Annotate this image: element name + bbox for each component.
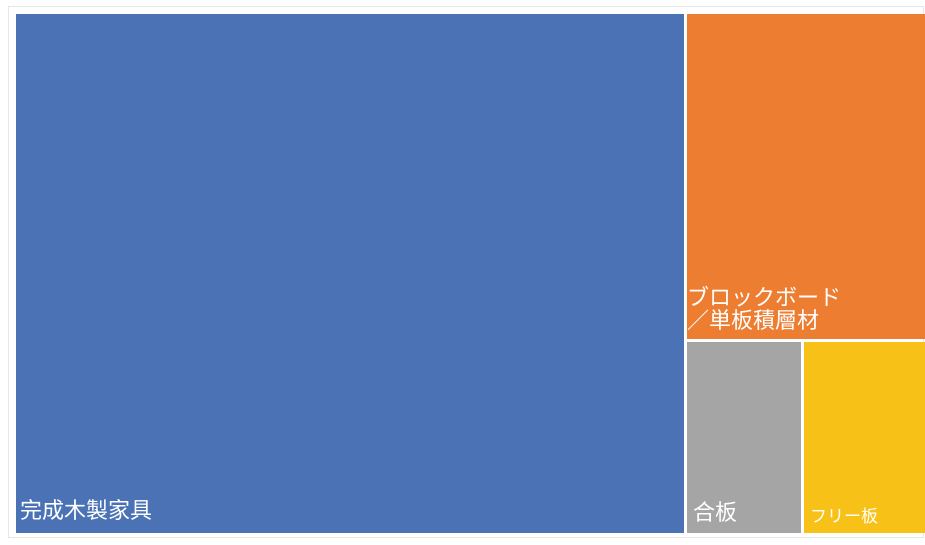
tile-kansei-mokusei-kagu: 完成木製家具	[16, 14, 684, 533]
tile-label: 合板	[693, 500, 738, 526]
tile-label: ブロックボード ／単板積層材	[687, 285, 842, 334]
tile-label: フリー板	[810, 507, 878, 528]
treemap-frame: 完成木製家具 ブロックボード ／単板積層材合板 フリー板	[8, 6, 925, 538]
tile-block-board: ブロックボード ／単板積層材	[687, 14, 925, 339]
tile-free-ita: フリー板	[804, 342, 925, 533]
tile-label: 完成木製家具	[20, 498, 153, 524]
tile-gohan: 合板	[687, 342, 801, 533]
